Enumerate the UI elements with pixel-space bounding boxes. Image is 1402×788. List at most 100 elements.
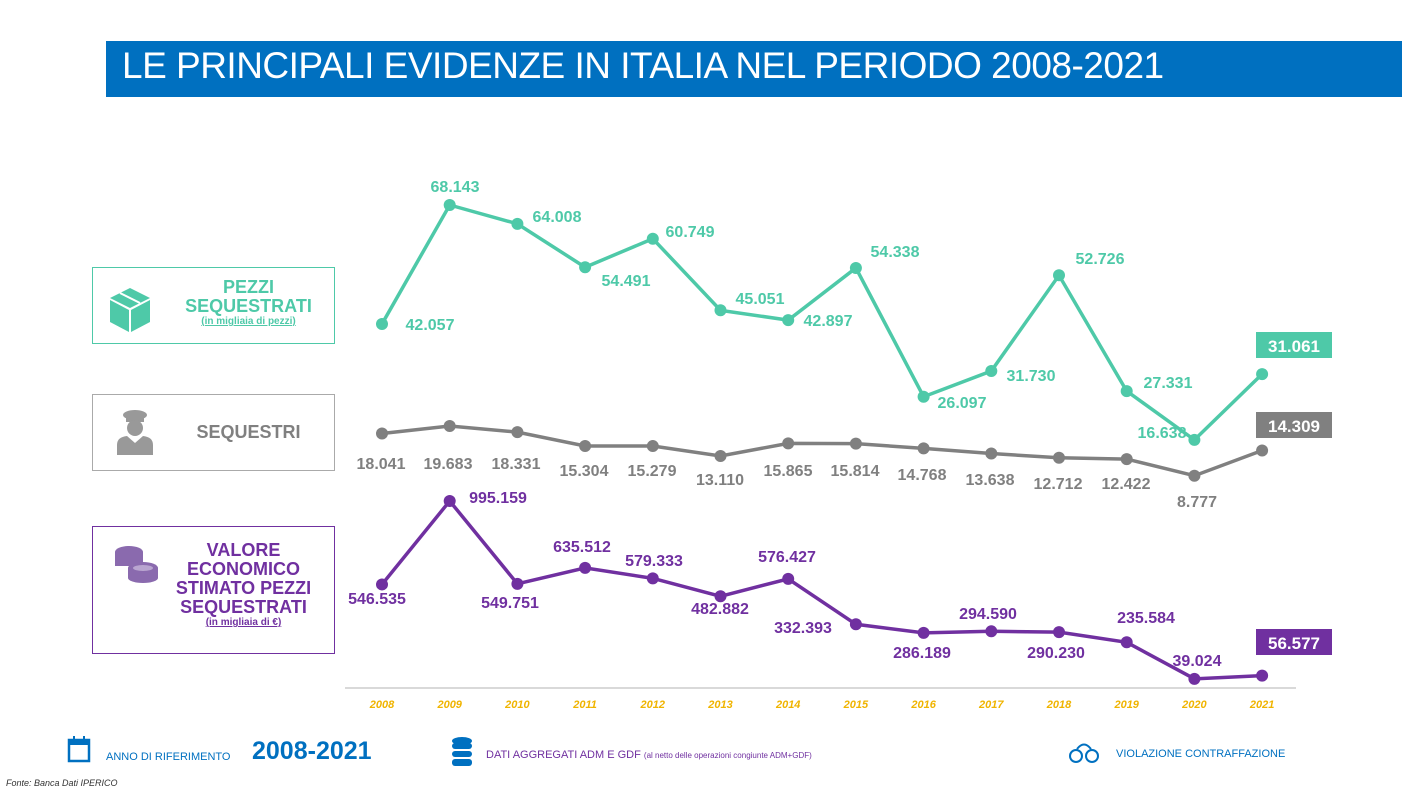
data-label: 56.577 [1268,634,1320,653]
data-point [443,495,456,507]
data-point [511,577,524,590]
data-label: 18.041 [357,456,406,473]
data-label: 52.726 [1076,251,1125,268]
legend-pezzi: PEZZI SEQUESTRATI (in migliaia di pezzi) [92,267,335,344]
data-label: 576.427 [758,549,816,566]
data-point [714,449,727,462]
data-point [1256,368,1269,381]
legend-title-line: VALORE [206,540,281,560]
data-point [917,442,930,455]
legend-valore: VALORE ECONOMICO STIMATO PEZZI SEQUESTRA… [92,526,335,654]
data-label: 26.097 [938,395,987,412]
anno-label: ANNO DI RIFERIMENTO [106,751,231,763]
data-point [579,561,592,574]
data-point [849,437,862,450]
x-tick-label: 2014 [775,699,800,711]
data-point [1053,451,1065,464]
page-title: LE PRINCIPALI EVIDENZE IN ITALIA NEL PER… [122,45,1164,86]
data-label: 482.882 [691,601,749,618]
legend-title-line: PEZZI [222,277,274,297]
data-label: 54.491 [602,273,651,290]
data-point [985,365,998,378]
x-tick-label: 2016 [910,699,936,711]
x-tick-label: 2012 [640,699,665,711]
data-point [646,572,659,585]
database-icon [452,737,472,766]
data-label-box [1256,412,1332,438]
series-line [380,202,1264,443]
data-label: 235.584 [1117,610,1175,627]
data-label: 290.230 [1027,645,1085,662]
data-label: 31.061 [1268,337,1320,356]
data-point [579,261,592,274]
data-label: 15.304 [560,463,609,480]
data-point [1256,669,1269,682]
data-label: 15.865 [764,463,813,480]
data-point [849,618,862,631]
data-point [511,426,524,439]
dati-note: (al netto delle operazioni congiunte ADM… [643,751,812,760]
x-tick-label: 2020 [1181,699,1207,711]
violazione-label: VIOLAZIONE CONTRAFFAZIONE [1116,748,1286,760]
data-label: 15.814 [831,463,880,480]
data-label: 549.751 [481,595,539,612]
legend-title-line: STIMATO PEZZI [175,578,312,598]
data-label: 546.535 [348,591,406,608]
dati-text: DATI AGGREGATI ADM E GDF [486,749,641,761]
data-point [376,427,388,440]
data-label: 8.777 [1177,494,1217,511]
x-tick-label: 2011 [572,699,597,711]
x-tick-label: 2021 [1249,699,1274,711]
legend-title-line: SEQUESTRATI [185,296,312,316]
data-point [714,304,727,317]
data-label: 14.768 [898,467,947,484]
data-label: 42.057 [406,317,455,334]
data-label: 332.393 [774,620,832,637]
data-label: 13.110 [696,472,744,489]
data-label-box [1256,629,1332,655]
legend-title-line: ECONOMICO [186,559,300,579]
x-tick-label: 2009 [436,699,462,711]
legend-title-line: SEQUESTRATI [180,597,307,617]
series-line [380,498,1263,681]
data-point [511,217,524,230]
data-point [1120,385,1133,398]
calendar-icon [67,736,91,763]
dati-label: DATI AGGREGATI ADM E GDF (al netto delle… [486,749,812,761]
data-label: 995.159 [469,490,527,507]
legend-sequestri: SEQUESTRI [92,394,335,471]
data-label: 15.279 [628,463,677,480]
x-tick-label: 2008 [369,699,395,711]
data-point [782,314,795,327]
data-point [646,440,659,453]
anno-value: 2008-2021 [252,737,372,765]
data-point [985,625,998,638]
data-point [782,572,795,585]
data-label: 294.590 [959,606,1017,623]
data-point [376,578,388,591]
data-label: 18.331 [492,456,541,473]
x-tick-label: 2010 [504,699,530,711]
data-point [849,261,862,274]
data-point [1256,444,1269,457]
source-note: Fonte: Banca Dati IPERICO [6,778,118,788]
data-label: 60.749 [666,224,715,241]
data-point [1120,453,1133,466]
data-point [714,590,727,603]
data-label: 27.331 [1144,375,1193,392]
x-tick-label: 2019 [1113,699,1139,711]
data-label: 54.338 [871,244,920,261]
data-point [1120,636,1133,649]
data-point [782,437,795,450]
data-label: 45.051 [736,291,785,308]
title-banner: LE PRINCIPALI EVIDENZE IN ITALIA NEL PER… [106,41,1402,97]
data-label: 19.683 [424,456,473,473]
data-point [1188,433,1201,446]
data-point [443,419,456,432]
data-label: 42.897 [804,313,853,330]
series-line [381,424,1263,478]
coins-icon [115,546,158,583]
handcuffs-icon [1069,743,1099,763]
data-label: 579.333 [625,553,683,570]
